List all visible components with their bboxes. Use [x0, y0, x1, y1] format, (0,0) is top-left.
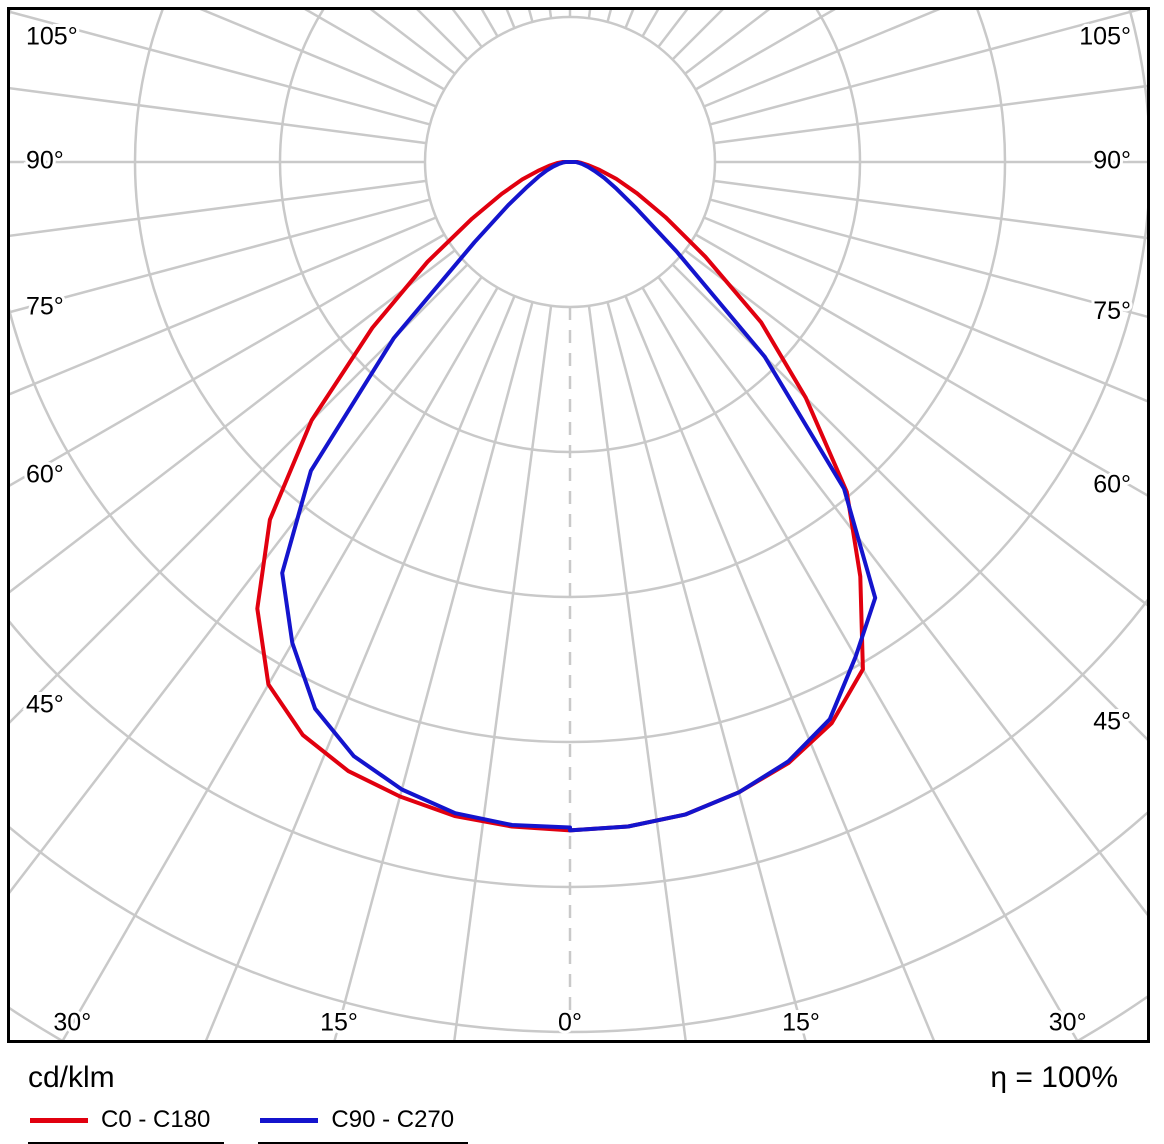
legend-label-c0-c180: C0 - C180 [101, 1106, 211, 1133]
polar-intensity-chart: 0° 15° 15° 30° 30° 45° 45° 60° 60° 75° 75° 90° 90° 10… [10, 10, 1147, 1040]
angle-label: 105° [1079, 23, 1131, 51]
grid-ring [133, 10, 1007, 599]
grid-ring [10, 10, 1147, 744]
angle-label: 60° [26, 461, 64, 489]
angle-label: 90° [1093, 147, 1131, 175]
grid-spoke [10, 276, 483, 894]
grid-spoke [624, 295, 936, 1040]
grid-spoke [61, 286, 499, 1040]
grid-spoke [606, 301, 807, 1040]
polar-grid [10, 10, 1147, 1040]
angle-label: 45° [26, 691, 64, 719]
grid-spoke [657, 276, 1147, 917]
angle-label: 30° [53, 1009, 91, 1037]
grid-spoke [587, 305, 687, 1040]
angle-label: 75° [1093, 297, 1131, 325]
curves [255, 160, 878, 833]
grid-spoke [641, 286, 1079, 1040]
grid-spoke [671, 263, 1147, 741]
grid-spoke [10, 233, 446, 487]
grid-spoke [416, 10, 469, 61]
angle-label: 75° [26, 292, 64, 320]
grid-spoke [694, 233, 1147, 497]
curve-c0-c180 [255, 160, 865, 833]
grid-spoke [10, 10, 431, 126]
grid-spoke [703, 216, 1147, 403]
grid-spoke [10, 198, 431, 314]
grid-spoke [657, 10, 689, 48]
angle-label: 30° [1049, 1009, 1087, 1037]
angle-labels: 0° 15° 15° 30° 30° 45° 45° 60° 60° 75° 75° 90° 90° 10… [23, 20, 1134, 1040]
angle-label: 45° [1093, 708, 1131, 736]
grid-spoke [333, 301, 534, 1040]
grid-spoke [10, 216, 437, 396]
polar-plot-frame: 0° 15° 15° 30° 30° 45° 45° 60° 60° 75° 75° 90° 90° 10… [7, 7, 1150, 1043]
angle-label: 15° [320, 1009, 358, 1037]
unit-label: cd/klm [28, 1061, 115, 1094]
angle-label: 0° [558, 1009, 582, 1037]
efficiency-label: η = 100% [990, 1061, 1118, 1094]
grid-spoke [10, 87, 427, 145]
angle-label: 60° [1093, 471, 1131, 499]
grid-spoke [713, 84, 1147, 145]
grid-spoke [453, 305, 553, 1040]
angle-label: 105° [26, 23, 78, 51]
legend-line-red [30, 1117, 88, 1123]
legend-item-c90-c270: C90 - C270 [258, 1102, 469, 1144]
curve-c90-c270 [280, 160, 878, 833]
grid-spoke [10, 263, 469, 724]
legend-label-c90-c270: C90 - C270 [331, 1106, 455, 1133]
legend-line-blue [260, 1117, 319, 1123]
grid-spoke [10, 179, 427, 237]
grid-spoke [684, 249, 1147, 607]
angle-label: 15° [782, 1009, 820, 1037]
legend-item-c0-c180: C0 - C180 [28, 1102, 225, 1144]
grid-spoke [199, 10, 437, 108]
grid-spoke [709, 198, 1147, 318]
grid-spoke [713, 179, 1147, 240]
grid-ring [10, 598, 1147, 889]
grid-spoke [703, 10, 941, 108]
grid-spoke [709, 10, 1143, 126]
grid-spoke [10, 249, 456, 594]
grid-spoke [671, 10, 724, 61]
grid-spoke [624, 10, 635, 29]
legend: C0 - C180 C90 - C270 [28, 1102, 469, 1144]
grid-spoke [505, 10, 516, 29]
angle-label: 90° [26, 147, 64, 175]
